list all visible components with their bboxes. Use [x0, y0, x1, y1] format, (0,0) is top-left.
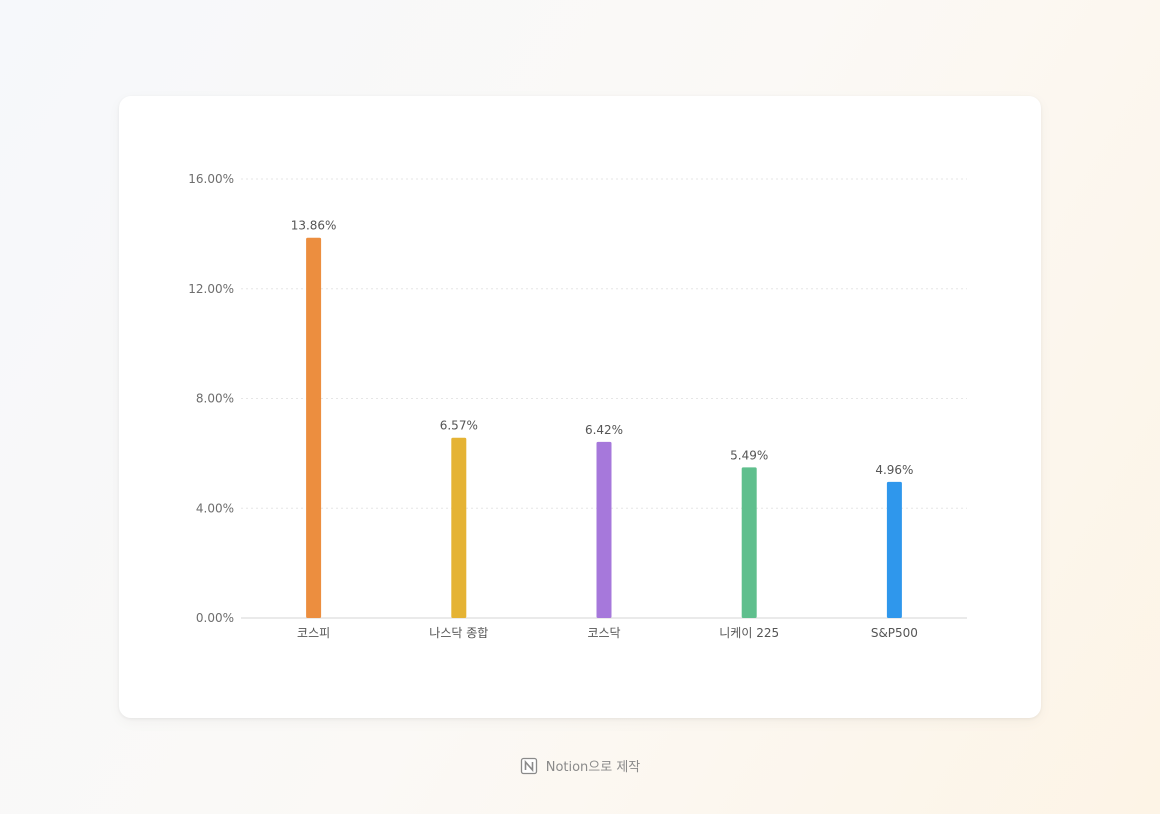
bar[interactable] — [306, 237, 322, 618]
data-label: 6.57% — [440, 419, 478, 433]
x-tick-label: 코스닥 — [587, 626, 620, 640]
x-tick-label: 코스피 — [297, 626, 330, 640]
data-label: 13.86% — [291, 219, 337, 233]
chart-card: 0.00% 4.00% 8.00% 12.00% 16.00% 13.86% 코스피 6.57… — [119, 96, 1041, 718]
footer-label: Notion으로 제작 — [545, 760, 641, 775]
y-tick-label: 8.00% — [196, 392, 234, 406]
bar[interactable] — [596, 441, 612, 618]
bar[interactable] — [741, 467, 757, 618]
bar-chart: 0.00% 4.00% 8.00% 12.00% 16.00% 13.86% 코스피 6.57… — [188, 172, 967, 640]
x-tick-label: 나스닥 종합 — [429, 626, 488, 640]
notion-icon — [520, 757, 538, 775]
data-label: 4.96% — [875, 463, 913, 477]
data-label: 5.49% — [730, 448, 768, 462]
data-label: 6.42% — [585, 423, 623, 437]
y-tick-label: 4.00% — [196, 501, 234, 515]
x-tick-label: S&P500 — [871, 626, 918, 640]
made-with-notion-footer[interactable]: Notion으로 제작 — [0, 756, 1160, 775]
y-tick-label: 12.00% — [188, 282, 234, 296]
x-tick-label: 니케이 225 — [719, 626, 779, 640]
bar[interactable] — [451, 437, 467, 618]
y-tick-label: 16.00% — [188, 172, 234, 186]
y-tick-label: 0.00% — [196, 611, 234, 625]
bar[interactable] — [886, 481, 902, 618]
